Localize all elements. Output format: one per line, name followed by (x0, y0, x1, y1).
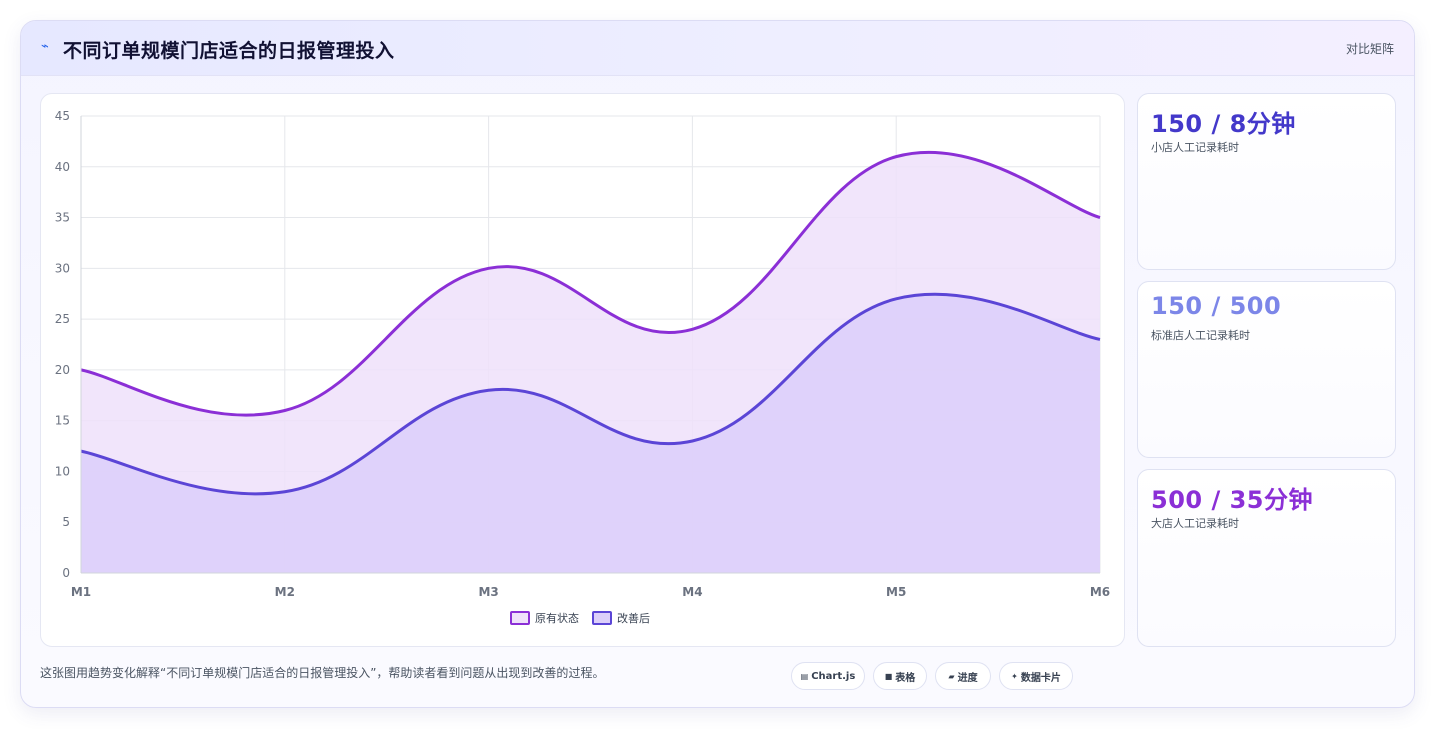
series-line (80, 292, 1101, 496)
stat-card-standard-store: 150 / 500 标准店人工记录耗时 (1137, 281, 1396, 458)
chart-caption: 这张图用趋势变化解释“不同订单规模门店适合的日报管理投入”，帮助读者看到问题从出… (40, 666, 605, 680)
stat-label: 大店人工记录耗时 (1151, 517, 1239, 530)
chart-card: ⌁ 不同订单规模门店适合的日报管理投入 对比矩阵 0 5 10 15 20 25 30 35 4… (20, 20, 1415, 708)
y-tick-label: 35 (55, 211, 70, 225)
series-line (80, 150, 1101, 417)
area-chart: 0 5 10 15 20 25 30 35 40 45 M1 M2 M3 M4 M5 M6 原有状态 改善后 (55, 109, 1110, 625)
stat-value: 500 / 35分钟 (1151, 486, 1313, 514)
view-mode-label[interactable]: 对比矩阵 (1345, 42, 1394, 56)
stat-value: 150 / 8分钟 (1151, 110, 1296, 138)
y-tick-label: 20 (55, 363, 70, 377)
chart-panel: 0 5 10 15 20 25 30 35 40 45 M1 M2 M3 M4 M5 M6 原有状态 改善后 (40, 93, 1125, 647)
tag-label: 数据卡片 (1020, 672, 1061, 684)
tag-data-card[interactable]: ✦ 数据卡片 (999, 662, 1073, 690)
y-tick-label: 15 (55, 414, 70, 428)
y-tick-label: 0 (62, 566, 70, 580)
y-tick-label: 45 (55, 109, 70, 123)
legend-swatch (510, 611, 530, 625)
stat-label: 小店人工记录耗时 (1151, 141, 1239, 154)
tag-label: 表格 (895, 672, 916, 684)
tag-chartjs[interactable]: ▤ Chart.js (791, 662, 865, 690)
stat-label: 标准店人工记录耗时 (1151, 329, 1250, 342)
y-tick-label: 30 (55, 261, 70, 275)
card-header: ⌁ 不同订单规模门店适合的日报管理投入 对比矩阵 (21, 21, 1414, 76)
legend-label: 改善后 (617, 611, 650, 625)
y-tick-label: 25 (55, 312, 70, 326)
progress-icon: ▰ (948, 671, 955, 681)
table-icon: ■ (884, 671, 893, 681)
legend-swatch (592, 611, 612, 625)
x-tick-label: M5 (886, 585, 906, 599)
x-tick-label: M1 (71, 585, 91, 599)
x-tick-label: M6 (1090, 585, 1110, 599)
sparkle-icon: ✦ (1011, 671, 1018, 681)
x-tick-label: M2 (275, 585, 295, 599)
stat-card-large-store: 500 / 35分钟 大店人工记录耗时 (1137, 469, 1396, 647)
y-tick-label: 40 (55, 160, 70, 174)
x-tick-label: M3 (478, 585, 498, 599)
tag-table[interactable]: ■ 表格 (873, 662, 927, 690)
legend-label: 原有状态 (535, 611, 579, 625)
trend-icon: ⌁ (41, 39, 49, 54)
chart-icon: ▤ (800, 671, 809, 681)
series-area (81, 294, 1100, 573)
tag-progress[interactable]: ▰ 进度 (935, 662, 991, 690)
tag-label: Chart.js (811, 670, 856, 682)
tag-label: 进度 (957, 672, 978, 684)
stat-value: 150 / 500 (1151, 292, 1282, 320)
y-tick-label: 10 (55, 464, 70, 478)
y-tick-label: 5 (62, 515, 70, 529)
stat-card-small-store: 150 / 8分钟 小店人工记录耗时 (1137, 93, 1396, 270)
card-title: 不同订单规模门店适合的日报管理投入 (63, 40, 395, 62)
x-tick-label: M4 (682, 585, 702, 599)
